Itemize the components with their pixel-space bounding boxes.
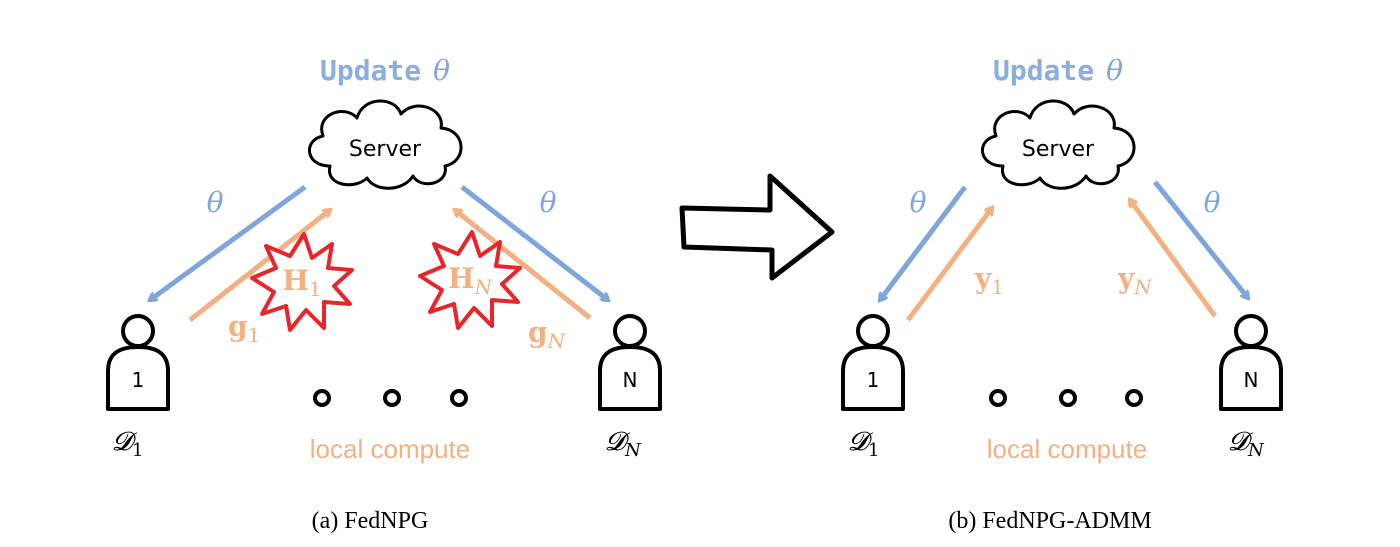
theta-label-left-a: θ bbox=[207, 186, 224, 219]
update-label-a: Update θ bbox=[320, 54, 450, 87]
panel-fednpg-admm: Update θ Server θ θ y1 yN 1 N 𝓓1 bbox=[841, 54, 1283, 534]
person-icon bbox=[106, 314, 170, 411]
y-label-left-b: y1 bbox=[974, 262, 1004, 299]
server-cloud-a: Server bbox=[307, 99, 463, 190]
panel-fednpg: Update θ Server θ θ H1 HN bbox=[106, 54, 662, 534]
svg-text:H1: H1 bbox=[282, 264, 321, 301]
server-label-b: Server bbox=[1022, 137, 1095, 162]
hessian-burst-right-a: HN bbox=[418, 230, 522, 330]
person-icon bbox=[841, 314, 905, 411]
client-right-a: N bbox=[598, 314, 662, 411]
theta-arrow-right-b bbox=[1153, 180, 1248, 298]
right-arrow-icon bbox=[679, 173, 835, 281]
y-label-right-b: yN bbox=[1117, 262, 1153, 299]
person-icon bbox=[1219, 314, 1283, 411]
y-arrow-right-b bbox=[1130, 200, 1218, 318]
client-id-left-a: 1 bbox=[132, 368, 145, 392]
client-right-b: N bbox=[1219, 314, 1283, 411]
caption-a: (a) FedNPG bbox=[312, 508, 429, 534]
dataset-right-b: 𝓓N bbox=[1228, 427, 1265, 461]
server-cloud-b: Server bbox=[980, 99, 1136, 190]
grad-arrow-right-a bbox=[455, 210, 592, 320]
theta-label-right-b: θ bbox=[1204, 186, 1221, 219]
theta-arrow-left-a bbox=[150, 184, 307, 300]
client-id-right-b: N bbox=[1244, 368, 1259, 392]
dataset-right-a: 𝓓N bbox=[605, 427, 642, 461]
theta-arrow-right-a bbox=[460, 185, 608, 300]
client-left-b: 1 bbox=[841, 314, 905, 411]
y-arrow-left-b bbox=[906, 208, 992, 322]
grad-label-left-a: g1 bbox=[228, 310, 260, 347]
theta-label-left-b: θ bbox=[910, 186, 927, 219]
ellipsis-dots-a bbox=[313, 389, 468, 407]
person-icon bbox=[598, 314, 662, 411]
local-compute-label-a: local compute bbox=[310, 434, 470, 464]
theta-arrow-left-b bbox=[880, 185, 967, 300]
grad-label-right-a: gN bbox=[528, 316, 567, 353]
client-left-a: 1 bbox=[106, 314, 170, 411]
server-label-a: Server bbox=[349, 137, 422, 162]
local-compute-label-b: local compute bbox=[987, 434, 1147, 464]
caption-b: (b) FedNPG-ADMM bbox=[948, 508, 1151, 534]
client-id-right-a: N bbox=[623, 368, 638, 392]
hessian-burst-left-a: H1 bbox=[250, 232, 354, 332]
ellipsis-dots-b bbox=[989, 389, 1143, 407]
svg-text:HN: HN bbox=[448, 262, 493, 299]
update-label-b: Update θ bbox=[993, 54, 1123, 87]
grad-arrow-left-a bbox=[188, 210, 330, 322]
dataset-left-b: 𝓓1 bbox=[848, 427, 879, 461]
client-id-left-b: 1 bbox=[867, 368, 880, 392]
theta-label-right-a: θ bbox=[540, 186, 557, 219]
dataset-left-a: 𝓓1 bbox=[112, 427, 143, 461]
